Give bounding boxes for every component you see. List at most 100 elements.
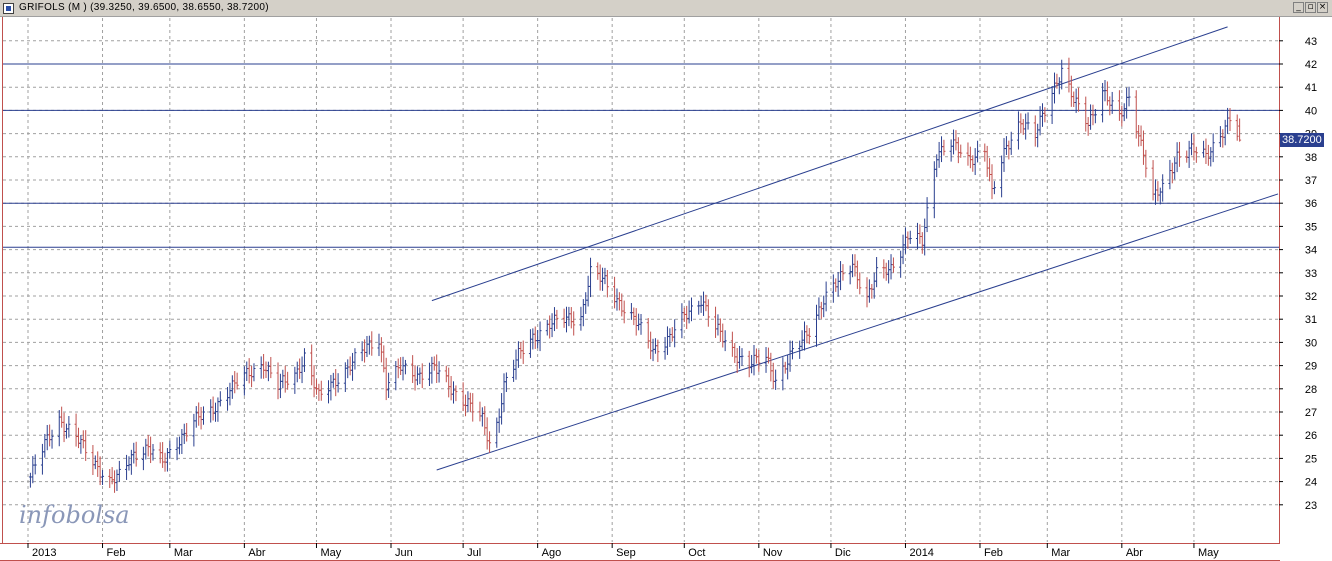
ohlc-bar	[1074, 88, 1078, 113]
ohlc-bar	[521, 340, 525, 364]
y-tick-label: 23	[1305, 500, 1317, 512]
ohlc-bar	[62, 412, 66, 443]
ohlc-bar	[1093, 108, 1097, 124]
ohlc-bar	[74, 413, 78, 447]
ohlc-bar	[750, 354, 754, 374]
ohlc-bar	[199, 406, 203, 430]
ohlc-bar	[629, 303, 633, 320]
ohlc-bar	[60, 406, 64, 428]
ohlc-bar	[790, 340, 794, 360]
ohlc-bar	[129, 449, 133, 475]
ohlc-bar	[310, 344, 314, 386]
ohlc-bar	[798, 340, 802, 359]
ohlc-bar	[1153, 179, 1157, 205]
x-tick-label: 2014	[909, 547, 933, 559]
ohlc-bar	[754, 348, 758, 364]
ohlc-bar	[293, 366, 297, 394]
ohlc-bar	[64, 423, 68, 439]
ohlc-bar	[942, 139, 946, 156]
ohlc-bar	[226, 387, 230, 411]
ohlc-bar	[774, 369, 778, 390]
ohlc-bar	[1089, 104, 1093, 130]
y-tick-label: 27	[1305, 407, 1317, 419]
ohlc-bar	[1134, 90, 1138, 139]
ohlc-bar	[839, 261, 843, 291]
ohlc-bar	[194, 406, 198, 428]
ohlc-bar	[1235, 114, 1239, 141]
ohlc-bar	[278, 373, 282, 399]
ohlc-bar	[851, 254, 855, 278]
ohlc-bar	[870, 283, 874, 299]
ohlc-bar	[1206, 144, 1210, 166]
y-tick-label: 24	[1305, 477, 1317, 489]
ohlc-bar	[1024, 113, 1028, 140]
x-tick-label: May	[320, 547, 341, 559]
ohlc-bar	[531, 328, 535, 350]
ohlc-bar	[690, 297, 694, 322]
ohlc-bar	[663, 336, 667, 360]
ohlc-bar	[401, 356, 405, 381]
ohlc-bar	[596, 262, 600, 280]
ohlc-bar	[449, 376, 453, 401]
ohlc-bar	[966, 142, 970, 166]
ohlc-bar	[300, 356, 304, 384]
ohlc-bar	[649, 331, 653, 360]
ohlc-bar	[276, 362, 280, 400]
ohlc-bar	[1105, 81, 1109, 106]
ohlc-bar	[685, 305, 689, 329]
ohlc-bar	[50, 429, 54, 449]
ohlc-bar	[586, 275, 590, 307]
window-icon	[3, 3, 14, 14]
ohlc-bar	[714, 306, 718, 338]
ohlc-bar	[581, 299, 585, 327]
ohlc-bar	[954, 130, 958, 151]
ohlc-bar	[1026, 112, 1030, 130]
ohlc-bar	[281, 369, 285, 389]
x-tick-label: Mar	[1051, 547, 1070, 559]
ohlc-bar	[1204, 138, 1208, 164]
ohlc-bar	[1228, 107, 1232, 132]
ohlc-bar	[1110, 91, 1114, 114]
price-axis-panel	[1281, 17, 1332, 561]
y-tick-label: 28	[1305, 384, 1317, 396]
ohlc-bar	[1122, 103, 1126, 122]
ohlc-bar	[1084, 96, 1088, 132]
ohlc-bar	[247, 358, 251, 384]
ohlc-bar	[468, 392, 472, 413]
restore-button[interactable]: ▫	[1305, 2, 1316, 13]
plot-area[interactable]	[2, 17, 1280, 543]
ohlc-bar	[149, 436, 153, 464]
ohlc-bar	[819, 301, 823, 319]
ohlc-bar	[891, 257, 895, 273]
y-tick-label: 41	[1305, 82, 1317, 94]
ohlc-bar	[264, 361, 268, 379]
ohlc-bar	[716, 314, 720, 336]
window-titlebar[interactable]: GRIFOLS (M ) (39.3250, 39.6500, 38.6550,…	[0, 0, 1332, 17]
ohlc-bar	[1009, 131, 1013, 155]
ohlc-bar	[233, 371, 237, 394]
ohlc-bar	[1125, 87, 1129, 119]
ohlc-bar	[329, 374, 333, 401]
ohlc-bar	[822, 295, 826, 318]
ohlc-bar	[699, 295, 703, 313]
ohlc-bar	[40, 443, 44, 475]
minimize-button[interactable]: _	[1293, 2, 1304, 13]
close-button[interactable]: ×	[1317, 2, 1328, 13]
ohlc-bar	[353, 348, 357, 370]
ohlc-bar	[668, 328, 672, 347]
ohlc-bar	[706, 299, 710, 327]
ohlc-bar	[302, 348, 306, 372]
ohlc-bar	[1101, 82, 1105, 123]
ohlc-bar	[620, 293, 624, 317]
ohlc-bar	[192, 413, 196, 447]
ohlc-bar	[1221, 129, 1225, 148]
ohlc-bar	[351, 352, 355, 381]
ohlc-bar	[665, 326, 669, 355]
ohlc-bar	[884, 262, 888, 281]
ohlc-bar	[175, 437, 179, 461]
x-tick-label: Mar	[174, 547, 193, 559]
ohlc-bar	[908, 230, 912, 244]
ohlc-bar	[1178, 141, 1182, 167]
ohlc-bar	[562, 308, 566, 328]
y-tick-label: 37	[1305, 175, 1317, 187]
